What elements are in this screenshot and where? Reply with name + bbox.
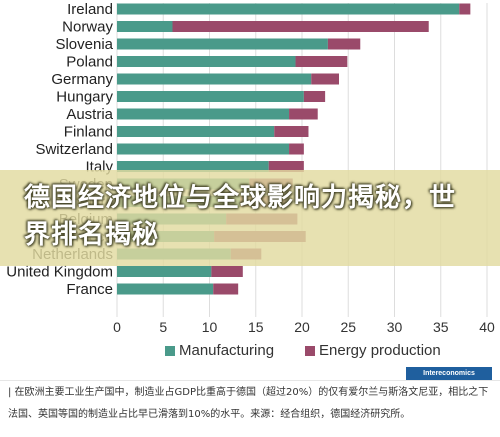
title-banner (0, 170, 500, 266)
bar-manufacturing (117, 38, 328, 50)
y-tick-label: Slovenia (55, 36, 113, 53)
legend-label-manufacturing: Manufacturing (179, 342, 275, 359)
y-tick-label: Ireland (67, 1, 113, 18)
bar-manufacturing (117, 161, 269, 172)
bar-manufacturing (117, 3, 460, 15)
legend-swatch-energy-production (305, 346, 315, 356)
x-tick-label: 10 (202, 319, 218, 335)
bar-energy-production (211, 266, 243, 277)
y-tick-label: United Kingdom (6, 264, 113, 281)
x-tick-label: 15 (248, 319, 264, 335)
publisher-badge: Intereconomics (406, 367, 492, 380)
y-tick-label: Finland (64, 124, 113, 141)
y-tick-label: Poland (66, 54, 113, 71)
y-tick-label: Germany (51, 71, 113, 88)
bar-manufacturing (117, 108, 290, 120)
y-tick-label: Switzerland (35, 141, 113, 158)
x-tick-label: 25 (340, 319, 356, 335)
x-tick-label: 5 (159, 319, 167, 335)
bar-energy-production (311, 73, 339, 85)
bar-energy-production (289, 143, 304, 155)
bar-energy-production (213, 283, 239, 295)
x-tick-label: 20 (294, 319, 310, 335)
bar-energy-production (268, 161, 304, 172)
bar-energy-production (303, 91, 326, 102)
legend-label-energy-production: Energy production (319, 342, 441, 359)
caption-divider (0, 380, 500, 381)
bar-manufacturing (117, 73, 312, 85)
bar-manufacturing (117, 143, 290, 155)
banner-title: 德国经济地位与全球影响力揭秘，世界排名揭秘 (24, 183, 457, 250)
bar-energy-production (459, 3, 471, 15)
bar-energy-production (289, 108, 318, 120)
y-tick-label: Norway (62, 19, 113, 36)
figure-caption: | 在欧洲主要工业生产国中，制造业占GDP比重高于德国（超过20%）的仅有爱尔兰… (8, 387, 489, 420)
bar-manufacturing (117, 283, 214, 295)
x-tick-label: 35 (433, 319, 449, 335)
bar-energy-production (295, 56, 348, 67)
bar-manufacturing (117, 91, 304, 102)
y-tick-label: Austria (66, 106, 113, 123)
bar-manufacturing (117, 266, 212, 277)
legend-swatch-manufacturing (165, 346, 175, 356)
x-tick-label: 0 (113, 319, 121, 335)
x-tick-label: 40 (479, 319, 495, 335)
bar-energy-production (327, 38, 361, 50)
x-tick-label: 30 (387, 319, 403, 335)
bar-manufacturing (117, 56, 296, 67)
bar-energy-production (274, 126, 309, 137)
bar-manufacturing (117, 21, 173, 32)
y-tick-label: France (66, 281, 113, 298)
bar-energy-production (172, 21, 429, 32)
bar-manufacturing (117, 126, 275, 137)
y-tick-label: Hungary (56, 89, 113, 106)
